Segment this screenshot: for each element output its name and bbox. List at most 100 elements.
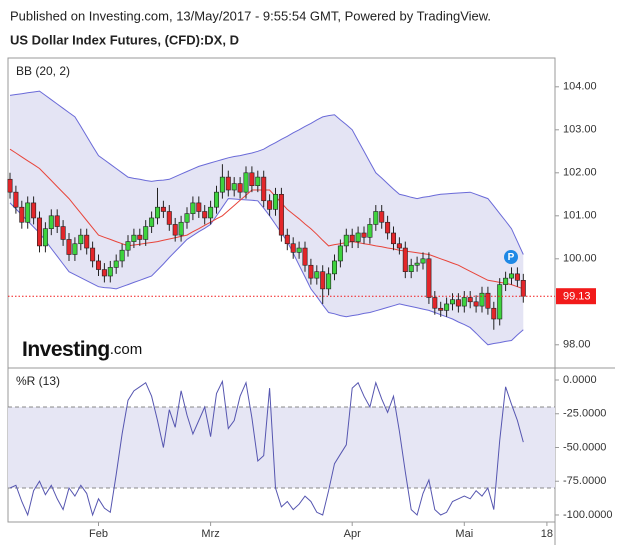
candle-body — [479, 292, 485, 307]
candle-body — [125, 241, 131, 251]
candle-body — [36, 217, 42, 247]
candle-body — [196, 202, 202, 212]
candle-body — [455, 299, 461, 307]
x-tick-label: Feb — [89, 528, 108, 540]
candle-body — [184, 213, 190, 223]
y-tick-label: 103.00 — [563, 124, 597, 136]
candle-body — [237, 183, 243, 193]
last-price-box — [556, 288, 596, 305]
candle-body — [385, 221, 391, 234]
candle-body — [402, 247, 408, 272]
candle-body — [172, 224, 178, 236]
candle-body — [485, 292, 491, 309]
candle-body — [60, 226, 66, 240]
candle-body — [143, 226, 149, 240]
candle-body — [90, 247, 96, 262]
candle-body — [149, 217, 155, 227]
candle-body — [497, 284, 503, 320]
candle-body — [408, 264, 414, 272]
candle-body — [314, 271, 320, 279]
candle-body — [396, 243, 402, 249]
y-tick-label: 104.00 — [563, 81, 597, 93]
candle-body — [508, 273, 514, 279]
candle-body — [25, 202, 31, 223]
candle-body — [514, 273, 520, 281]
candle-body — [355, 232, 361, 242]
candle-body — [66, 239, 72, 255]
candle-body — [84, 234, 90, 249]
candle-body — [19, 206, 25, 223]
candle-body — [72, 243, 78, 255]
level-fill — [8, 407, 555, 488]
x-tick-label: Apr — [344, 528, 361, 540]
candle-body — [337, 245, 343, 262]
wr-line — [9, 379, 524, 517]
candle-body — [78, 234, 84, 245]
candle-body — [131, 234, 137, 242]
candle-body — [7, 178, 13, 193]
candle-body — [461, 297, 467, 307]
candle-body — [42, 228, 48, 247]
candle-body — [48, 215, 54, 229]
y-tick-label: -75.0000 — [563, 475, 606, 487]
candle-body — [155, 206, 161, 219]
band-upper — [9, 90, 524, 255]
candle-body — [349, 234, 355, 242]
y-tick-label: -50.0000 — [563, 441, 606, 453]
y-tick-label: 100.00 — [563, 253, 597, 265]
candle-body — [520, 279, 526, 297]
candle-body — [272, 194, 278, 210]
legend-bb: BB (20, 2) — [16, 64, 70, 78]
legend-wr: %R (13) — [16, 374, 60, 388]
annotation-marker — [504, 250, 518, 264]
candle-body — [361, 232, 367, 238]
candle-body — [113, 260, 119, 268]
candle-body — [160, 206, 166, 212]
candle-body — [31, 202, 37, 219]
x-tick-label: Mrz — [201, 528, 219, 540]
candle-body — [449, 299, 455, 305]
candle-body — [202, 211, 208, 219]
candle-body — [296, 247, 302, 253]
candle-body — [432, 297, 438, 309]
candle-body — [284, 234, 290, 245]
candle-body — [225, 176, 231, 191]
y-tick-label: -25.0000 — [563, 408, 606, 420]
candle-body — [96, 260, 102, 270]
candle-body — [438, 307, 444, 311]
candle-body — [467, 297, 473, 303]
annotation-label: P — [508, 252, 515, 263]
candle-body — [137, 234, 143, 240]
candle-body — [214, 191, 220, 208]
candle-body — [367, 224, 373, 238]
candle-body — [420, 258, 426, 264]
candle-body — [190, 202, 196, 214]
candle-body — [379, 211, 385, 223]
chart-title: US Dollar Index Futures, (CFD):DX, D — [10, 32, 239, 47]
candle-body — [302, 247, 308, 266]
candle-body — [278, 194, 284, 236]
candle-body — [373, 211, 379, 225]
plot-layer: 98.00 100.00 101.00 102.00 103.00 104.00 99.13… — [7, 81, 613, 540]
header: Published on Investing.com, 13/May/2017 … — [10, 8, 491, 23]
x-tick-label: 18 — [541, 528, 553, 540]
candle-body — [308, 264, 314, 279]
candle-body — [119, 249, 125, 262]
candle-body — [166, 211, 172, 225]
band-lower — [9, 198, 524, 346]
candle-body — [473, 301, 479, 307]
candle-body — [444, 303, 450, 311]
candle-body — [107, 267, 113, 277]
candle-body — [178, 221, 184, 236]
candle-body — [290, 243, 296, 253]
candle-body — [101, 269, 107, 277]
y-tick-label: -100.0000 — [563, 509, 613, 521]
candle-body — [249, 172, 255, 187]
candle-body — [13, 191, 19, 208]
candle-body — [503, 277, 509, 285]
candle-body — [219, 176, 225, 193]
y-tick-label: 98.00 — [563, 339, 591, 351]
last-price-label: 99.13 — [563, 291, 591, 303]
x-tick-label: Mai — [455, 528, 473, 540]
